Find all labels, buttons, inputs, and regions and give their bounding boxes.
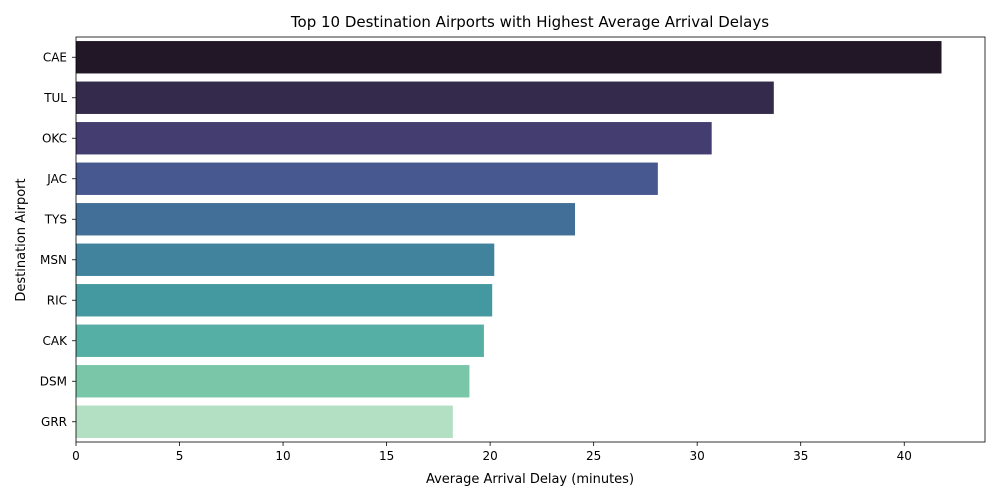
bar-msn	[76, 243, 495, 276]
bars-group	[76, 41, 942, 438]
axes-frame	[75, 36, 986, 443]
y-axis-ticks: CAE TUL OKC JAC TYS MSN RIC CAK DSM GRR	[40, 50, 76, 429]
x-tick-label-15: 15	[379, 449, 394, 463]
bar-ric	[76, 284, 493, 317]
bar-okc	[76, 122, 712, 155]
x-tick-label-5: 5	[176, 449, 184, 463]
x-tick-label-10: 10	[275, 449, 290, 463]
bar-cae	[76, 41, 942, 74]
bar-cak	[76, 324, 484, 357]
y-tick-label-tys: TYS	[44, 212, 67, 226]
bar-jac	[76, 162, 658, 195]
bar-dsm	[76, 365, 470, 398]
plot-frame	[75, 36, 986, 443]
bar-tul	[76, 81, 774, 114]
x-tick-label-25: 25	[586, 449, 601, 463]
bar-grr	[76, 405, 453, 438]
x-tick-label-35: 35	[793, 449, 808, 463]
x-axis-ticks: 0 5 10 15 20 25 30 35 40	[72, 442, 912, 463]
y-axis-title: Destination Airport	[14, 178, 29, 301]
x-tick-label-40: 40	[897, 449, 912, 463]
y-tick-label-cak: CAK	[43, 334, 69, 348]
bar-tys	[76, 203, 576, 236]
x-tick-label-0: 0	[72, 449, 80, 463]
y-tick-label-ric: RIC	[47, 293, 67, 307]
y-tick-label-msn: MSN	[40, 253, 67, 267]
x-tick-label-30: 30	[690, 449, 705, 463]
y-tick-label-dsm: DSM	[40, 374, 67, 388]
chart-title: Top 10 Destination Airports with Highest…	[290, 13, 769, 31]
x-axis-title: Average Arrival Delay (minutes)	[426, 472, 634, 487]
y-tick-label-tul: TUL	[43, 91, 67, 105]
y-tick-label-jac: JAC	[46, 172, 67, 186]
y-tick-label-okc: OKC	[42, 131, 67, 145]
y-tick-label-cae: CAE	[43, 50, 67, 64]
y-tick-label-grr: GRR	[41, 415, 67, 429]
x-tick-label-20: 20	[482, 449, 497, 463]
